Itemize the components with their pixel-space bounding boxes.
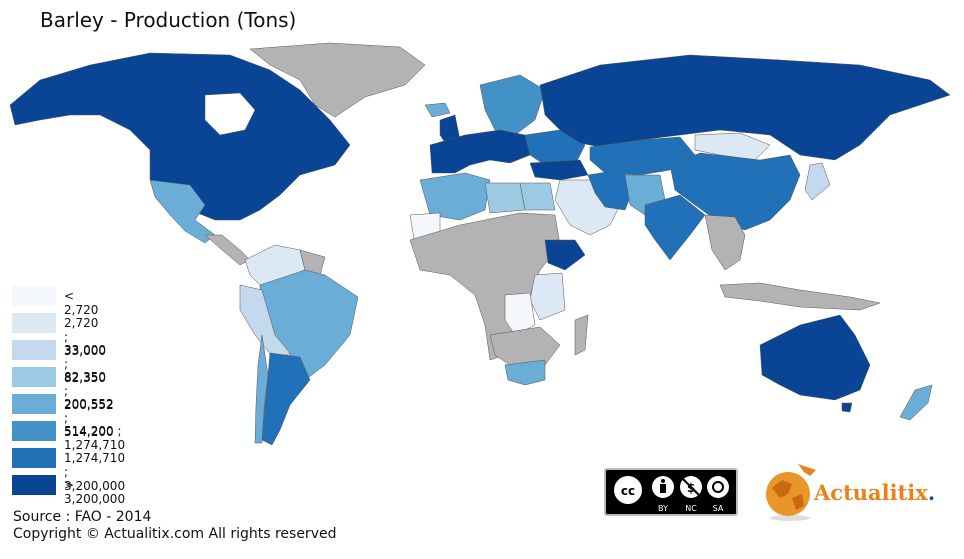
country-argentina <box>261 352 311 446</box>
brand-dot: . <box>927 480 936 505</box>
country-western-europe <box>429 129 531 174</box>
country-china <box>669 152 801 231</box>
legend-label: > 3,200,000 <box>64 478 126 506</box>
world-map <box>9 42 951 446</box>
country-india <box>644 194 706 261</box>
country-scandinavia <box>479 74 546 136</box>
cc-label-sa: SA <box>713 504 724 513</box>
country-chile <box>254 334 269 444</box>
country-tasmania <box>841 402 853 413</box>
sa-icon-ring <box>712 481 724 493</box>
country-indonesia <box>719 282 881 311</box>
legend-swatch <box>12 421 56 441</box>
country-greenland <box>249 42 426 118</box>
water-hudson-bay <box>204 92 256 136</box>
country-southeast-asia <box>704 214 746 271</box>
country-south-africa <box>504 359 546 386</box>
country-kazakhstan <box>589 136 696 176</box>
country-australia <box>759 314 871 401</box>
legend-swatch <box>12 394 56 414</box>
cc-label-by: BY <box>658 504 668 513</box>
map-title: Barley - Production (Tons) <box>40 8 297 32</box>
country-egypt <box>519 182 556 211</box>
country-madagascar <box>574 314 589 356</box>
country-north-america <box>9 52 351 221</box>
legend-swatch <box>12 448 56 468</box>
cursor-icon <box>798 464 816 476</box>
legend-swatch <box>12 367 56 387</box>
source-text: Source : FAO - 2014 <box>13 509 152 525</box>
legend-label: 1,274,710 ; 3,200,000 <box>64 451 126 493</box>
legend-label: 33,000 ; 82,350 <box>64 343 106 385</box>
legend-label: 82,350 ; 200,552 <box>64 370 114 412</box>
country-japan <box>804 162 831 201</box>
legend-label: 200,552 ; 514,200 <box>64 397 114 439</box>
legend-label: < 2,720 <box>64 289 99 317</box>
copyright-text: Copyright © Actualitix.com All rights re… <box>13 526 337 542</box>
country-iran <box>587 169 636 211</box>
country-turkey <box>529 159 589 181</box>
actualitix-globe-logo <box>766 464 816 521</box>
legend-swatch <box>12 475 56 495</box>
cc-icons: cc $ BY NC SA <box>612 474 729 513</box>
by-icon-body <box>660 484 666 493</box>
by-icon-head <box>661 479 665 483</box>
country-russia <box>539 54 951 161</box>
country-new-zealand <box>899 384 933 421</box>
legend-label: 514,200 ; 1,274,710 <box>64 424 126 452</box>
legend-swatch <box>12 313 56 333</box>
legend-label: 2,720 ; 33,000 <box>64 316 106 358</box>
country-iceland <box>424 102 451 118</box>
cc-icon-glyph: cc <box>621 484 635 498</box>
legend-swatch <box>12 340 56 360</box>
country-northwest-africa <box>419 172 491 221</box>
sa-icon <box>707 476 729 498</box>
country-libya <box>484 182 526 214</box>
legend-swatch <box>12 286 56 306</box>
brand-name: Actualitix. <box>814 480 935 505</box>
cc-icon <box>612 474 644 506</box>
country-east-africa <box>529 272 566 321</box>
creative-commons-badge: cc $ BY NC SA <box>604 468 738 516</box>
brand-text: Actualitix <box>814 480 928 505</box>
cc-label-nc: NC <box>685 504 697 513</box>
country-central-america <box>204 234 251 266</box>
country-ethiopia <box>544 239 586 271</box>
